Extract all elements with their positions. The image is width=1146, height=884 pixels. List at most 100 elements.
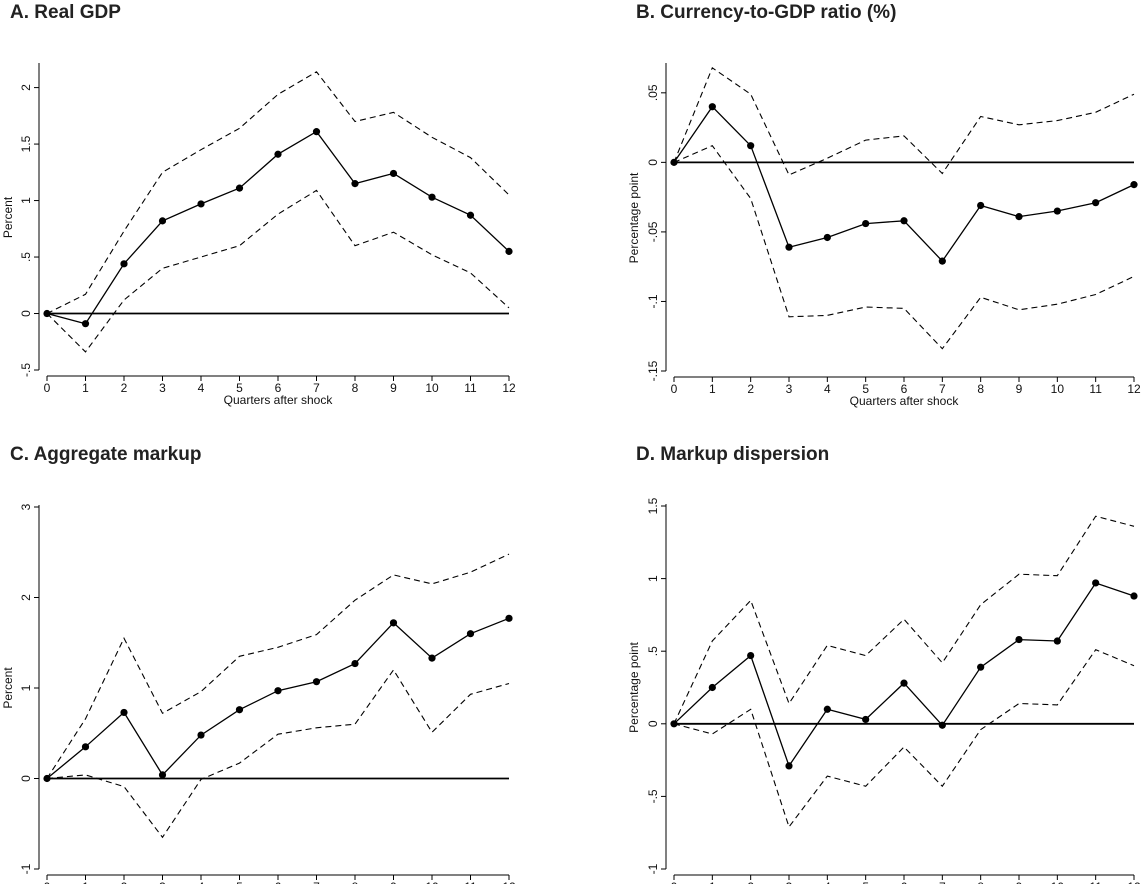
- x-tick-label: 9: [390, 381, 397, 395]
- x-tick-label: 2: [121, 880, 128, 884]
- estimate-point: [158, 771, 167, 779]
- estimate-point: [120, 708, 128, 717]
- estimate-point: [235, 706, 244, 714]
- estimate-point: [670, 720, 678, 728]
- estimate-point: [466, 630, 475, 638]
- x-tick-label: 6: [901, 382, 908, 396]
- y-tick-label: -.5: [19, 363, 33, 377]
- x-tick-label: 0: [671, 880, 678, 884]
- x-tick-label: 3: [786, 880, 793, 884]
- x-tick-label: 5: [862, 880, 869, 884]
- y-tick-label: 2: [19, 594, 33, 601]
- x-tick-label: 12: [502, 880, 516, 884]
- upper-bound-line: [46, 71, 510, 314]
- lower-bound-line: [46, 189, 510, 353]
- estimate-point: [43, 774, 51, 783]
- estimate-point: [900, 217, 908, 225]
- estimate-line: [46, 130, 510, 325]
- x-axis-title: Quarters after shock: [850, 394, 960, 408]
- x-tick-label: 10: [425, 381, 439, 395]
- y-tick-label: 1.5: [19, 135, 33, 152]
- estimate-point: [938, 257, 946, 265]
- x-tick-label: 11: [1089, 382, 1102, 396]
- y-axis-title: Percent: [1, 196, 15, 238]
- estimate-point: [862, 715, 870, 724]
- estimate-point: [158, 217, 167, 225]
- panel-aggregate-markup: C. Aggregate markup -10123Percent0123456…: [0, 442, 573, 884]
- estimate-point: [312, 678, 321, 686]
- estimate-point: [1053, 637, 1061, 645]
- upper-bound-line: [673, 515, 1135, 725]
- estimate-point: [120, 260, 128, 268]
- estimate-line: [673, 582, 1135, 768]
- estimate-point: [274, 687, 282, 695]
- x-tick-label: 0: [44, 381, 51, 395]
- x-tick-label: 6: [901, 880, 908, 884]
- x-tick-label: 8: [352, 880, 359, 884]
- estimate-point: [708, 103, 716, 111]
- estimate-point: [274, 150, 282, 158]
- y-tick-label: 2: [19, 84, 33, 91]
- estimate-point: [505, 247, 513, 255]
- estimate-point: [466, 211, 475, 219]
- lower-bound-line: [46, 668, 510, 839]
- estimate-point: [235, 184, 244, 192]
- estimate-point: [747, 142, 755, 150]
- estimate-point: [197, 200, 205, 208]
- x-tick-label: 4: [198, 381, 205, 395]
- x-tick-label: 1: [709, 382, 716, 396]
- estimate-point: [428, 193, 436, 201]
- estimate-point: [1015, 213, 1023, 221]
- estimate-point: [977, 663, 985, 671]
- x-tick-label: 10: [1051, 880, 1065, 884]
- estimate-point: [43, 309, 51, 318]
- y-tick-label: -.5: [646, 789, 660, 803]
- x-tick-label: 10: [1051, 382, 1065, 396]
- x-tick-label: 12: [1127, 382, 1141, 396]
- lower-bound-line: [673, 649, 1135, 829]
- y-tick-label: -.05: [646, 221, 660, 242]
- x-tick-label: 8: [977, 382, 984, 396]
- x-tick-label: 7: [313, 880, 320, 884]
- x-tick-label: 6: [275, 381, 282, 395]
- panel-title: C. Aggregate markup: [10, 444, 202, 465]
- y-tick-label: -1: [646, 863, 660, 874]
- estimate-point: [1015, 635, 1023, 644]
- x-tick-label: 9: [1016, 880, 1023, 884]
- estimate-point: [938, 721, 946, 729]
- x-tick-label: 1: [709, 880, 716, 884]
- y-tick-label: 1: [19, 197, 33, 204]
- x-tick-label: 11: [1089, 880, 1102, 884]
- panel-title: A. Real GDP: [10, 2, 121, 23]
- panel-title: D. Markup dispersion: [636, 444, 830, 465]
- estimate-point: [428, 654, 436, 662]
- estimate-point: [785, 762, 793, 770]
- x-tick-label: 3: [159, 381, 166, 395]
- estimate-point: [351, 180, 359, 188]
- estimate-point: [785, 243, 793, 251]
- x-tick-label: 4: [824, 382, 831, 396]
- estimate-point: [900, 679, 908, 687]
- estimate-point: [81, 320, 90, 328]
- y-tick-label: 0: [19, 775, 33, 782]
- y-tick-label: 1: [646, 575, 660, 582]
- estimate-point: [1130, 181, 1138, 189]
- aggregate-markup-chart: -10123Percent0123456789101112Quarters af…: [1, 503, 516, 884]
- panel-currency-to-gdp: B. Currency-to-GDP ratio (%) -.15 -.1 -.05…: [626, 0, 1146, 442]
- x-tick-label: 1: [82, 880, 89, 884]
- y-axis-title: Percentage point: [627, 641, 641, 732]
- x-tick-label: 6: [275, 880, 282, 884]
- y-tick-label: 3: [19, 503, 33, 510]
- x-tick-label: 2: [747, 880, 754, 884]
- x-tick-label: 12: [502, 381, 516, 395]
- x-tick-label: 3: [786, 382, 793, 396]
- y-tick-label: 0: [646, 159, 660, 166]
- estimate-point: [1053, 207, 1061, 215]
- y-axis-title: Percent: [1, 667, 15, 709]
- y-tick-label: 0: [19, 310, 33, 317]
- upper-bound-line: [673, 66, 1135, 176]
- x-tick-label: 1: [82, 381, 89, 395]
